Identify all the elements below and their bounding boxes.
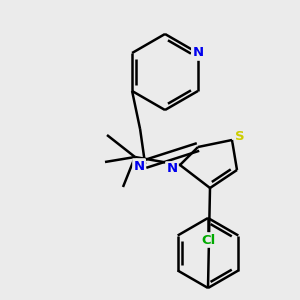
Text: N: N — [134, 160, 145, 172]
Text: Cl: Cl — [201, 233, 215, 247]
Text: S: S — [235, 130, 245, 142]
Text: N: N — [192, 46, 203, 59]
Text: N: N — [167, 163, 178, 176]
